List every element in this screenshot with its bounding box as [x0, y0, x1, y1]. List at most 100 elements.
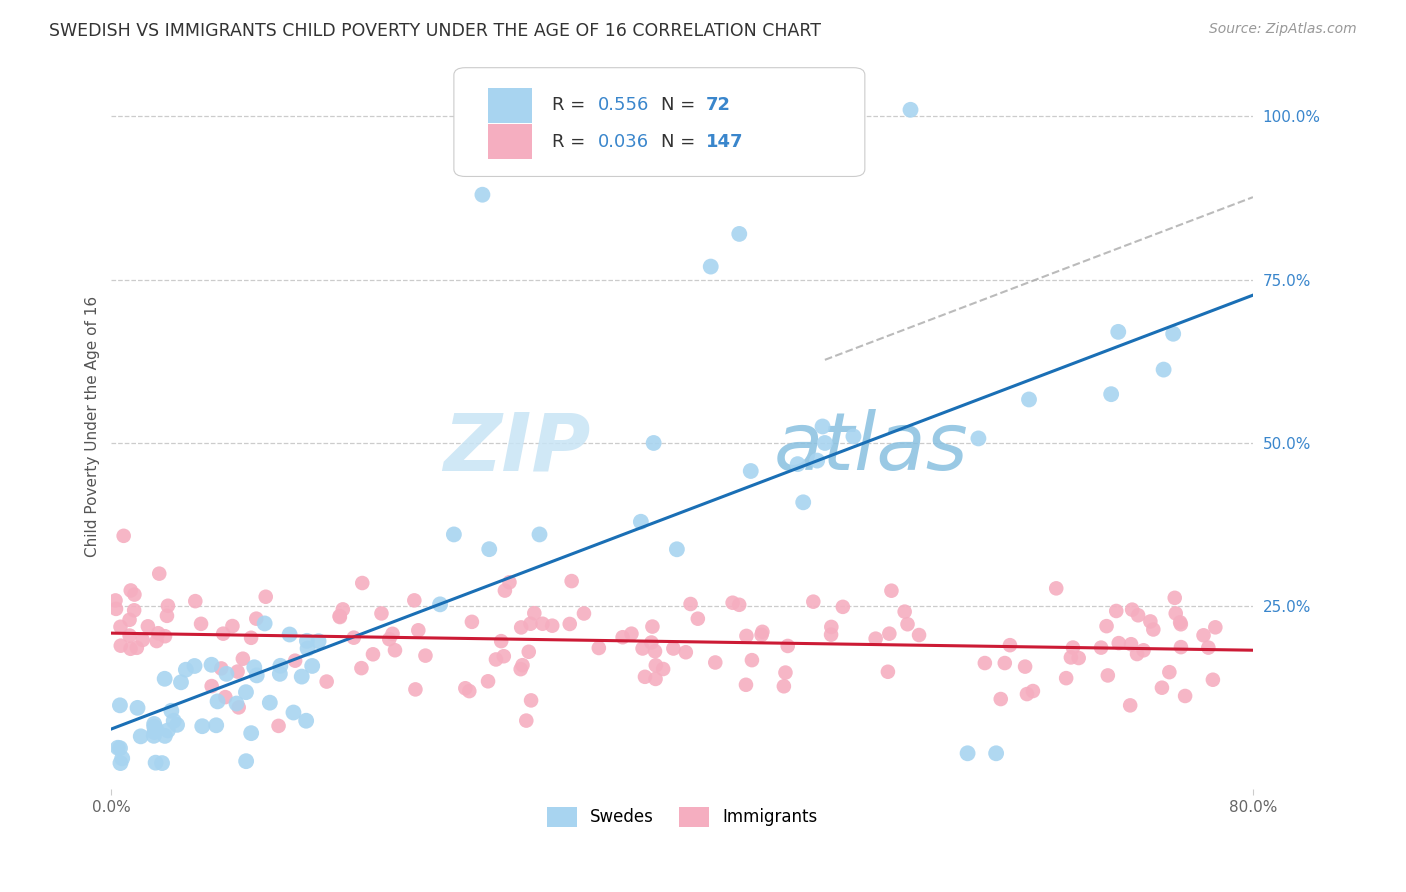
Point	[1022, 684, 1045, 698]
Point	[350, 661, 373, 675]
Point	[1192, 628, 1215, 642]
Point	[269, 658, 291, 673]
Point	[221, 619, 243, 633]
Point	[228, 700, 250, 714]
Point	[143, 725, 166, 739]
Point	[404, 682, 426, 697]
Point	[973, 656, 995, 670]
Point	[107, 740, 129, 755]
Point	[612, 630, 634, 644]
Point	[105, 602, 128, 616]
Point	[558, 617, 581, 632]
Point	[110, 639, 132, 653]
Point	[1159, 665, 1181, 680]
Point	[153, 672, 176, 686]
Point	[127, 701, 149, 715]
Point	[120, 583, 142, 598]
Point	[104, 593, 127, 607]
Point	[1204, 620, 1226, 634]
Point	[153, 729, 176, 743]
Point	[118, 613, 141, 627]
Point	[489, 634, 512, 648]
Point	[529, 527, 551, 541]
Point	[160, 704, 183, 718]
Point	[1107, 325, 1129, 339]
Point	[1164, 607, 1187, 621]
Point	[246, 668, 269, 682]
Point	[865, 632, 887, 646]
Point	[190, 616, 212, 631]
Point	[1060, 650, 1083, 665]
Point	[136, 619, 159, 633]
Point	[775, 665, 797, 680]
Point	[820, 628, 842, 642]
Point	[640, 635, 662, 649]
Point	[471, 187, 494, 202]
Point	[153, 629, 176, 643]
Point	[125, 640, 148, 655]
Point	[675, 645, 697, 659]
Point	[700, 260, 723, 274]
Point	[1095, 619, 1118, 633]
Point	[1014, 659, 1036, 673]
Point	[156, 723, 179, 738]
Point	[520, 693, 543, 707]
Point	[792, 495, 814, 509]
Point	[214, 690, 236, 705]
Point	[652, 662, 675, 676]
Point	[361, 648, 384, 662]
Point	[1097, 668, 1119, 682]
Text: R =: R =	[553, 133, 591, 151]
Point	[492, 649, 515, 664]
Point	[643, 436, 665, 450]
Point	[665, 542, 688, 557]
Point	[240, 631, 263, 645]
Point	[984, 746, 1007, 760]
Point	[806, 453, 828, 467]
Point	[644, 658, 666, 673]
Point	[1164, 591, 1187, 605]
Point	[1119, 698, 1142, 713]
Point	[572, 607, 595, 621]
Point	[429, 598, 451, 612]
Point	[243, 660, 266, 674]
Point	[494, 583, 516, 598]
Point	[478, 542, 501, 557]
Point	[1067, 651, 1090, 665]
Point	[644, 644, 666, 658]
Legend: Swedes, Immigrants: Swedes, Immigrants	[538, 798, 825, 835]
Text: ZIP: ZIP	[443, 409, 591, 487]
Point	[253, 616, 276, 631]
Point	[498, 575, 520, 590]
Point	[143, 717, 166, 731]
Point	[148, 566, 170, 581]
Bar	[488, 124, 531, 159]
Point	[163, 714, 186, 728]
Point	[254, 590, 277, 604]
Text: SWEDISH VS IMMIGRANTS CHILD POVERTY UNDER THE AGE OF 16 CORRELATION CHART: SWEDISH VS IMMIGRANTS CHILD POVERTY UNDE…	[49, 22, 821, 40]
Point	[1132, 643, 1154, 657]
Point	[998, 638, 1021, 652]
Point	[1202, 673, 1225, 687]
Point	[191, 719, 214, 733]
Point	[801, 595, 824, 609]
Point	[994, 656, 1017, 670]
Point	[267, 719, 290, 733]
Point	[641, 619, 664, 633]
Point	[235, 754, 257, 768]
Point	[200, 657, 222, 672]
Point	[108, 741, 131, 756]
Point	[630, 515, 652, 529]
Point	[776, 639, 799, 653]
Point	[517, 645, 540, 659]
Point	[408, 624, 430, 638]
Point	[184, 594, 207, 608]
Point	[523, 606, 546, 620]
Point	[166, 718, 188, 732]
Point	[477, 674, 499, 689]
Text: 72: 72	[706, 96, 731, 114]
Point	[156, 599, 179, 613]
Point	[735, 678, 758, 692]
Point	[735, 629, 758, 643]
Point	[145, 722, 167, 736]
